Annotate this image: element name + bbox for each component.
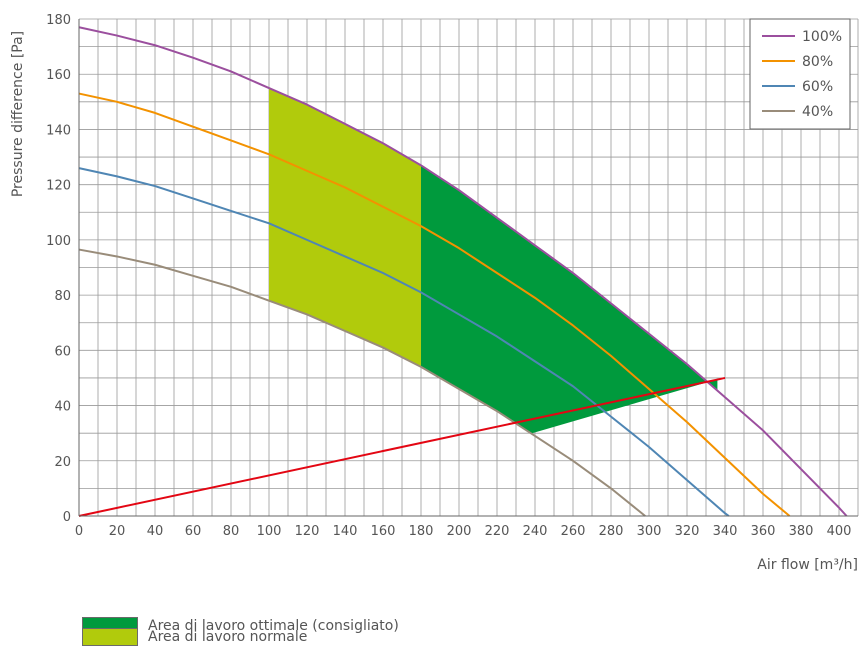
- x-tick-label: 360: [751, 524, 776, 539]
- y-tick-label: 0: [63, 510, 71, 525]
- plot-frame: [78, 19, 858, 517]
- x-tick-label: 0: [75, 524, 83, 539]
- area-normal-swatch: [82, 628, 138, 646]
- area-normal-label: Area di lavoro normale: [148, 629, 308, 645]
- y-tick-label: 160: [46, 68, 71, 83]
- tick-labels: 0 20 40 60 80 100 120 140 160 180 200 220 240 260 280 3…: [46, 13, 851, 539]
- legend-label: 60%: [802, 79, 833, 95]
- x-tick-label: 220: [485, 524, 510, 539]
- legend: 100% 80% 60% 40%: [749, 18, 851, 130]
- y-tick-label: 120: [46, 179, 71, 194]
- y-tick-label: 60: [54, 344, 71, 359]
- y-tick-label: 80: [54, 289, 71, 304]
- y-tick-label: 140: [46, 123, 71, 138]
- system-curve-line: [78, 376, 726, 517]
- y-tick-label: 180: [46, 13, 71, 28]
- area-normal: [269, 88, 421, 367]
- x-tick-label: 20: [109, 524, 126, 539]
- y-tick-label: 20: [54, 455, 71, 470]
- x-tick-label: 40: [147, 524, 164, 539]
- legend-label: 100%: [802, 29, 842, 45]
- area-fills: [269, 88, 718, 434]
- x-tick-label: 100: [257, 524, 282, 539]
- legend-label: 40%: [802, 104, 833, 120]
- x-tick-label: 60: [185, 524, 202, 539]
- chart: 0 20 40 60 80 100 120 140 160 180 200 220 240 260 280 3…: [10, 13, 859, 573]
- area-legend-normal: Area di lavoro normale: [82, 628, 307, 646]
- x-tick-label: 280: [599, 524, 624, 539]
- y-tick-label: 100: [46, 234, 71, 249]
- x-tick-label: 120: [295, 524, 320, 539]
- series-line-100pct: [78, 26, 848, 517]
- x-axis-title: Air flow [m³/h]: [757, 557, 858, 573]
- x-tick-label: 380: [789, 524, 814, 539]
- x-tick-label: 80: [223, 524, 240, 539]
- series-line-80pct: [78, 92, 791, 517]
- x-tick-label: 400: [827, 524, 852, 539]
- area-optimal-label: Area di lavoro ottimale (consigliato): [148, 618, 399, 634]
- x-tick-label: 300: [637, 524, 662, 539]
- x-tick-label: 340: [713, 524, 738, 539]
- area-optimal: [421, 165, 718, 434]
- x-tick-label: 180: [409, 524, 434, 539]
- x-tick-label: 320: [675, 524, 700, 539]
- x-tick-label: 240: [523, 524, 548, 539]
- series-line-40pct: [78, 248, 646, 517]
- x-tick-label: 140: [333, 524, 358, 539]
- x-tick-label: 260: [561, 524, 586, 539]
- series-line-60pct: [78, 167, 730, 517]
- y-axis-title: Pressure difference [Pa]: [10, 31, 26, 197]
- x-tick-label: 200: [447, 524, 472, 539]
- series-lines: [78, 26, 848, 517]
- x-tick-label: 160: [371, 524, 396, 539]
- y-tick-label: 40: [54, 400, 71, 415]
- legend-label: 80%: [802, 54, 833, 70]
